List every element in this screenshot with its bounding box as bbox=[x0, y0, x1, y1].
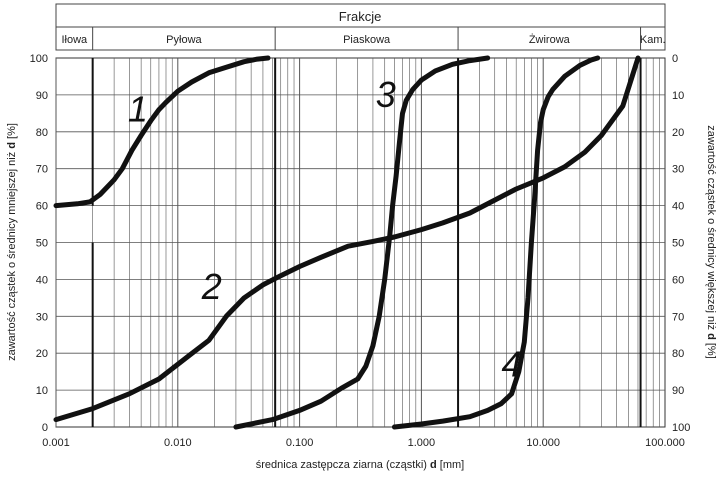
left-y-axis-label-unit: [%] bbox=[6, 123, 18, 139]
curve-2 bbox=[53, 55, 641, 423]
x-tick-label: 0.001 bbox=[42, 437, 70, 449]
left-y-axis-label-symbol: d bbox=[6, 142, 18, 149]
right-y-tick-label: 100 bbox=[672, 422, 690, 434]
plot-area: 1 2 3 4 bbox=[53, 55, 666, 430]
left-y-tick-label: 30 bbox=[36, 311, 48, 323]
curve-label-3: 3 bbox=[376, 74, 396, 115]
curve-3 bbox=[233, 55, 491, 430]
x-tick-label: 10.000 bbox=[526, 437, 560, 449]
right-y-tick-label: 40 bbox=[672, 201, 684, 213]
right-y-axis-label: zawartość cząstek o średnicy większej ni… bbox=[705, 125, 717, 359]
fraction-label: Pyłowa bbox=[166, 34, 202, 46]
right-y-tick-label: 50 bbox=[672, 238, 684, 250]
right-y-axis-label-unit: [%] bbox=[705, 343, 717, 359]
right-y-tick-label: 80 bbox=[672, 348, 684, 360]
x-axis-label-symbol: d bbox=[430, 459, 437, 471]
curve-label-1: 1 bbox=[128, 89, 148, 130]
left-y-tick-label: 70 bbox=[36, 164, 48, 176]
curve-1 bbox=[53, 55, 271, 209]
right-y-tick-label: 60 bbox=[672, 274, 684, 286]
curve-4 bbox=[391, 55, 601, 430]
x-axis-label-prefix: średnica zastępcza ziarna (cząstki) bbox=[256, 459, 427, 471]
right-y-tick-label: 0 bbox=[672, 53, 678, 65]
left-y-tick-label: 20 bbox=[36, 348, 48, 360]
left-y-tick-label: 80 bbox=[36, 127, 48, 139]
fractions-header: Frakcje Iłowa Pyłowa Piaskowa Żwirowa Kam. bbox=[55, 3, 666, 51]
x-tick-label: 0.010 bbox=[164, 437, 192, 449]
left-y-tick-label: 60 bbox=[36, 201, 48, 213]
left-y-axis-label: zawartość cząstek o średnicy mniejszej n… bbox=[6, 123, 18, 361]
right-y-axis-label-symbol: d bbox=[705, 333, 717, 340]
x-tick-label: 0.100 bbox=[286, 437, 314, 449]
x-axis-label: średnica zastępcza ziarna (cząstki) d [m… bbox=[256, 459, 465, 471]
left-y-tick-label: 90 bbox=[36, 90, 48, 102]
left-y-tick-label: 50 bbox=[36, 238, 48, 250]
left-y-axis-label-prefix: zawartość cząstek o średnicy mniejszej n… bbox=[6, 152, 18, 361]
right-y-tick-label: 10 bbox=[672, 90, 684, 102]
right-y-tick-label: 30 bbox=[672, 164, 684, 176]
x-axis-label-unit: [mm] bbox=[440, 459, 464, 471]
left-y-tick-label: 100 bbox=[30, 53, 48, 65]
x-tick-label: 100.000 bbox=[645, 437, 685, 449]
right-y-tick-label: 70 bbox=[672, 311, 684, 323]
right-y-tick-label: 20 bbox=[672, 127, 684, 139]
x-tick-label: 1.000 bbox=[408, 437, 436, 449]
left-y-tick-label: 40 bbox=[36, 274, 48, 286]
fractions-header-title: Frakcje bbox=[339, 9, 382, 24]
right-y-tick-label: 90 bbox=[672, 385, 684, 397]
right-y-axis-label-prefix: zawartość cząstek o średnicy większej ni… bbox=[705, 125, 717, 330]
left-y-tick-label: 10 bbox=[36, 385, 48, 397]
fraction-label: Piaskowa bbox=[343, 34, 391, 46]
fraction-label: Kam. bbox=[640, 34, 666, 46]
curve-label-2: 2 bbox=[201, 266, 222, 307]
fraction-label: Iłowa bbox=[61, 34, 88, 46]
curve-label-4: 4 bbox=[502, 343, 522, 384]
fraction-label: Żwirowa bbox=[529, 33, 571, 46]
left-y-tick-label: 0 bbox=[42, 422, 48, 434]
